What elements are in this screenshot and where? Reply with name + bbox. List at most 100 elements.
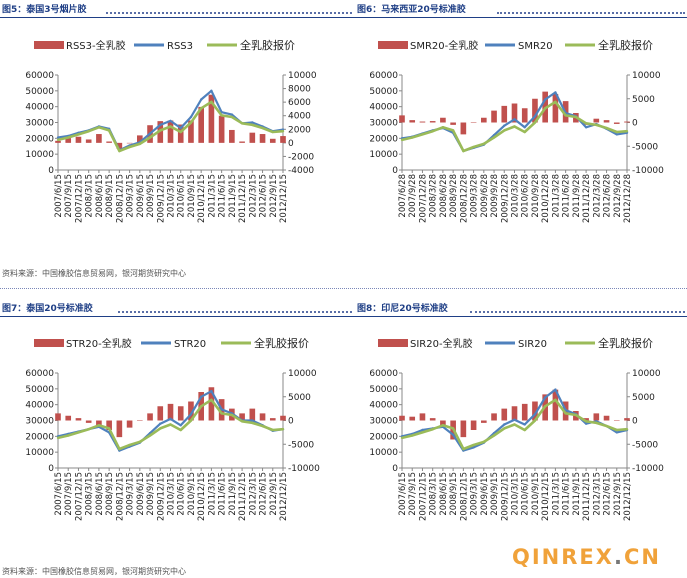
price-point [56, 136, 60, 139]
legend: SIR20-全乳胶 SIR20 全乳胶报价 [378, 336, 653, 350]
x-tick-label: 2011/9/15 [228, 174, 238, 218]
domestic-point [169, 423, 172, 426]
domestic-point [503, 129, 506, 132]
price-point [533, 114, 537, 118]
domestic-point [441, 424, 445, 427]
x-tick-label: 2011/9/15 [572, 472, 582, 516]
spread-bar [409, 416, 416, 421]
y-tick-label-right: 5000 [632, 393, 655, 403]
spread-bar [501, 408, 508, 421]
domestic-point [56, 138, 60, 142]
series-domestic [400, 398, 629, 451]
legend-swatch-spread [34, 41, 64, 49]
y-tick-label-left: 0 [48, 166, 54, 176]
axis-x: 2007/6/15 2007/9/15 2007/12/15 2008/3/15 200… [54, 467, 289, 521]
x-tick-label: 2012/12/15 [279, 174, 289, 223]
domestic-point [179, 428, 182, 432]
price-point [615, 133, 618, 136]
domestic-point [462, 447, 465, 451]
domestic-point [543, 405, 547, 408]
x-tick-label: 2010/12/28 [541, 174, 551, 223]
price-point [199, 395, 203, 398]
legend-label-domestic: 全乳胶报价 [254, 336, 309, 350]
domestic-point [97, 424, 101, 427]
domestic-point [261, 424, 264, 428]
x-tick-label: 2011/6/28 [562, 174, 572, 218]
domestic-point [159, 129, 162, 132]
spread-bar [85, 420, 92, 423]
spread-bar [419, 413, 426, 421]
legend-label-domestic: 全乳胶报价 [240, 38, 295, 52]
spread-bar [167, 403, 174, 421]
domestic-point [451, 427, 455, 430]
price-point [189, 412, 193, 416]
spread-bar [481, 117, 487, 123]
domestic-point [210, 100, 213, 104]
domestic-point [574, 115, 578, 119]
spread-bar [55, 140, 61, 143]
spread-bar [239, 141, 245, 143]
x-tick-label: 2011/3/28 [551, 174, 561, 218]
spread-bar [613, 420, 620, 421]
price-point [584, 126, 588, 129]
domestic-point [107, 129, 111, 132]
header-rule [0, 316, 687, 317]
chart-title-fig8: 图8：印尼20号标准胶 [357, 304, 448, 314]
x-tick-label: 2010/9/28 [531, 174, 541, 218]
spread-bar [116, 420, 123, 438]
domestic-point [77, 431, 80, 434]
domestic-point [169, 125, 172, 128]
spread-bar [429, 418, 436, 421]
domestic-point [261, 126, 264, 130]
spread-bar [126, 420, 133, 428]
spread-bar [429, 121, 436, 123]
axis-right: -10000 -5000 0 5000 10000 [626, 71, 664, 176]
spread-bar [511, 406, 518, 421]
price-point [159, 422, 162, 425]
price-point [584, 422, 588, 425]
x-tick-label: 2009/3/28 [470, 174, 480, 218]
domestic-point [220, 114, 223, 117]
spread-bar [583, 418, 589, 421]
x-tick-label: 2010/6/15 [177, 174, 187, 218]
price-point [199, 98, 203, 101]
domestic-point [56, 436, 60, 440]
spread-bar [624, 121, 630, 123]
x-tick-label: 2012/3/15 [248, 174, 258, 218]
price-point [210, 89, 213, 93]
spread-bar [198, 106, 204, 143]
x-tick-label: 2012/3/15 [248, 472, 258, 516]
dotted-leader [497, 0, 685, 14]
x-tick-label: 2011/3/15 [207, 472, 217, 516]
spread-bar [269, 138, 276, 143]
domestic-point [77, 133, 80, 136]
x-tick-label: 2011/6/15 [562, 472, 572, 516]
spread-bar [440, 117, 446, 123]
domestic-point [67, 136, 70, 139]
y-tick-label-left: 20000 [25, 432, 54, 442]
x-tick-label: 2012/9/15 [269, 472, 279, 516]
y-tick-label-left: 50000 [369, 385, 398, 395]
domestic-point [179, 130, 182, 134]
dotted-leader [470, 299, 685, 313]
domestic-point [240, 122, 244, 125]
spread-bar [239, 413, 245, 421]
domestic-point [118, 149, 121, 153]
spread-bar [399, 115, 405, 123]
y-tick-label-left: 40000 [25, 401, 54, 411]
x-tick-label: 2007/12/28 [418, 174, 428, 223]
x-tick-label: 2011/6/15 [218, 174, 228, 218]
axis-right: -4000 -2000 0 2000 4000 6000 8000 10000 [282, 71, 317, 176]
spread-bar [440, 420, 446, 426]
spread-bar [501, 105, 508, 123]
y-tick-label-right: 2000 [288, 125, 311, 135]
domestic-point [595, 123, 598, 127]
domestic-point [625, 130, 629, 133]
series-price-line [57, 390, 284, 452]
domestic-point [128, 443, 131, 447]
spread-bar [208, 387, 215, 421]
x-tick-label: 2011/6/15 [218, 472, 228, 516]
legend-label-spread: SIR20-全乳胶 [410, 337, 473, 350]
domestic-point [492, 136, 496, 139]
y-tick-label-right: 0 [632, 119, 638, 129]
